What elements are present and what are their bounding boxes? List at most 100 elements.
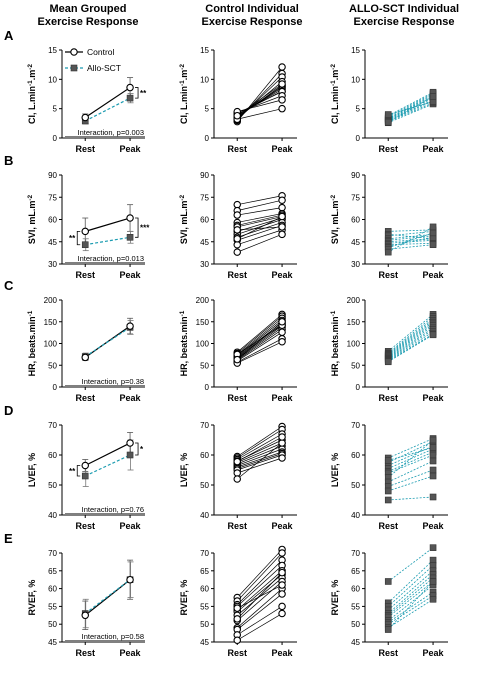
allo-individual-peak-point xyxy=(429,451,437,459)
x-tick-label: Peak xyxy=(120,648,142,658)
y-tick-label: 50 xyxy=(200,361,209,370)
allo-mean-point xyxy=(126,94,134,102)
panel-B-2: 30 45 60 75 90 Rest Peak SVI, mL.m-2 xyxy=(179,171,297,280)
allo-individual-line xyxy=(387,314,434,352)
x-tick-label: Peak xyxy=(423,270,445,280)
control-individual-peak-point xyxy=(278,590,286,598)
y-tick-label: 70 xyxy=(351,421,360,430)
allo-individual-rest-point xyxy=(384,457,392,464)
allo-individual-line xyxy=(388,242,434,246)
y-tick-label: 60 xyxy=(200,216,209,225)
allo-individual-peak-point xyxy=(429,544,437,551)
panel-letter-C: C xyxy=(4,278,14,293)
significance-label: *** xyxy=(140,224,150,233)
allo-individual-rest-point xyxy=(384,496,392,504)
allo-individual-line xyxy=(388,229,434,232)
panel-C-3: 0 50 100 150 200 Rest Peak HR, beats.min-1 xyxy=(330,296,448,403)
allo-individual-rest-point xyxy=(384,118,392,126)
control-individual-line xyxy=(237,207,283,216)
control-individual-rest-point xyxy=(233,248,241,256)
allo-individual-line xyxy=(387,439,434,478)
control-mean-point xyxy=(126,439,134,447)
x-tick-label: Peak xyxy=(272,648,294,658)
y-tick-label: 40 xyxy=(48,511,57,520)
allo-individual-line xyxy=(387,581,434,618)
control-individual-line xyxy=(237,606,283,636)
allo-individual-peak-point xyxy=(429,466,437,474)
legend-allo-label: Allo-SCT xyxy=(87,63,121,73)
significance-bracket xyxy=(76,465,81,477)
control-individual-line xyxy=(237,214,283,226)
allo-individual-line xyxy=(387,316,434,354)
y-axis-label: HR, beats.min-1 xyxy=(330,310,341,376)
control-individual-line xyxy=(237,99,283,112)
control-individual-peak-point xyxy=(278,104,286,113)
allo-individual-line xyxy=(388,236,434,247)
control-individual-line xyxy=(237,324,283,355)
panel-A-2: 0 5 10 15 Rest Peak CI, L.min-1.m-2 xyxy=(179,46,297,154)
allo-individual-line xyxy=(387,584,434,621)
control-individual-line xyxy=(237,229,283,246)
control-individual-line xyxy=(237,442,283,480)
control-individual-line xyxy=(237,226,283,231)
y-axis-label: CI, L.min-1.m-2 xyxy=(330,64,341,124)
allo-individual-peak-point xyxy=(429,241,437,249)
allo-individual-line xyxy=(388,460,434,483)
allo-mean-point xyxy=(81,472,89,480)
y-tick-label: 60 xyxy=(48,216,57,225)
legend-allo-marker xyxy=(70,64,78,72)
y-tick-label: 50 xyxy=(48,620,57,629)
allo-individual-line xyxy=(388,235,434,241)
x-tick-label: Rest xyxy=(75,521,95,531)
allo-individual-line xyxy=(388,101,434,115)
allo-individual-peak-point xyxy=(429,493,437,501)
y-tick-label: 200 xyxy=(44,296,58,305)
control-individual-line xyxy=(237,429,283,459)
allo-individual-line xyxy=(388,102,434,122)
allo-individual-line xyxy=(388,96,434,120)
allo-individual-line xyxy=(388,329,434,360)
allo-individual-line xyxy=(388,323,434,357)
y-tick-label: 60 xyxy=(200,451,209,460)
control-individual-line xyxy=(237,216,283,228)
y-tick-label: 90 xyxy=(351,171,360,180)
panel-letter-D: D xyxy=(4,403,13,418)
y-tick-label: 70 xyxy=(48,421,57,430)
control-mean-point xyxy=(126,214,134,222)
allo-individual-peak-point xyxy=(429,229,437,237)
x-tick-label: Rest xyxy=(227,393,247,403)
y-tick-label: 15 xyxy=(200,46,209,55)
allo-individual-line xyxy=(388,438,434,459)
control-individual-peak-point xyxy=(278,63,286,71)
y-tick-label: 50 xyxy=(48,481,57,490)
allo-individual-line xyxy=(388,94,434,119)
allo-individual-rest-point xyxy=(384,487,392,495)
control-individual-rest-point xyxy=(233,111,241,120)
y-axis-label: CI, L.min-1.m-2 xyxy=(27,64,38,124)
x-tick-label: Peak xyxy=(272,393,294,403)
x-tick-label: Rest xyxy=(227,648,247,658)
control-individual-line xyxy=(237,219,283,235)
control-individual-peak-point xyxy=(278,80,286,88)
allo-individual-line xyxy=(387,577,434,616)
allo-individual-line xyxy=(388,469,434,487)
control-mean-point xyxy=(126,322,134,330)
allo-individual-line xyxy=(388,334,434,363)
allo-individual-rest-point xyxy=(384,248,392,256)
y-axis-label: LVEF, % xyxy=(330,453,340,487)
y-tick-label: 90 xyxy=(48,171,57,180)
control-individual-peak-point xyxy=(278,439,286,447)
control-individual-line xyxy=(237,584,283,609)
control-individual-line xyxy=(237,613,283,641)
control-individual-line xyxy=(237,457,283,474)
allo-individual-line xyxy=(388,333,434,362)
legend-control-label: Control xyxy=(87,47,115,57)
y-axis-label: HR, beats.min-1 xyxy=(179,310,190,376)
x-tick-label: Peak xyxy=(423,521,445,531)
y-axis-label: SVI, mL.m-2 xyxy=(330,194,341,244)
control-individual-line xyxy=(237,426,283,457)
y-tick-label: 100 xyxy=(347,340,361,349)
y-axis-label: RVEF, % xyxy=(179,580,189,616)
